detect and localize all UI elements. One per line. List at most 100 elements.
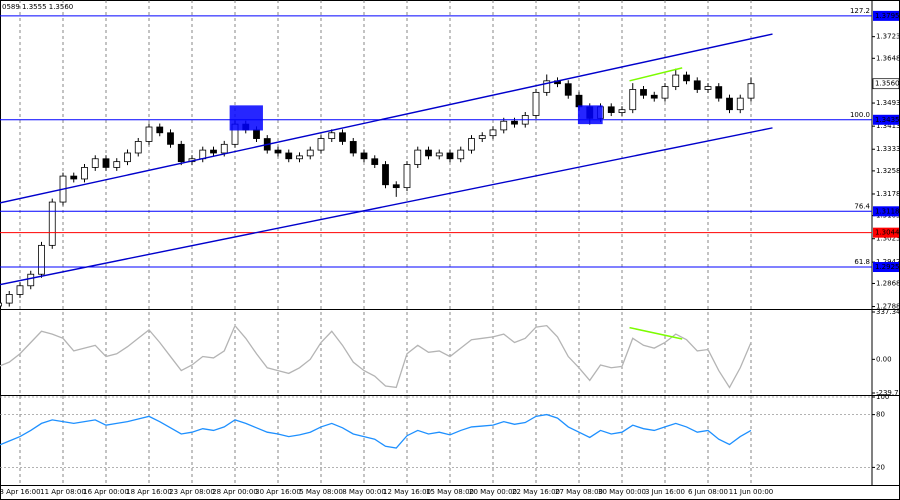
trend-line (629, 326, 683, 340)
header-text: 0589 1.3555 1.3560 (2, 3, 73, 11)
candle-body (124, 152, 131, 163)
x-tick-label: 3 Jun 16:00 (645, 488, 685, 496)
x-tick-label: 18 Apr 16:00 (126, 488, 172, 496)
candle-body (607, 106, 615, 113)
candle-body (371, 158, 379, 165)
candle-body (134, 141, 142, 154)
price-label-box (873, 114, 899, 125)
candle-body (16, 285, 24, 295)
candle-body (285, 152, 293, 160)
candle-body (425, 149, 432, 157)
candle-body (693, 80, 701, 90)
y-tick-label: 1.2868 (876, 279, 900, 287)
candle-body (543, 80, 551, 93)
candle-body (640, 89, 647, 96)
candle-body (478, 135, 486, 139)
y-tick-label: 337.3422 (876, 308, 900, 316)
y-tick-label: 80 (876, 411, 885, 419)
fib-label: 76.4 (854, 202, 870, 210)
candle-body (564, 83, 572, 96)
y-tick-label: 1.3413 (876, 122, 900, 130)
last-price-label: 1.3560 (875, 80, 900, 88)
indicator-line (0, 413, 752, 449)
candle-body (274, 149, 282, 154)
x-tick-label: 22 May 16:00 (512, 488, 560, 496)
channel-line (0, 33, 773, 204)
x-tick-label: 8 Apr 16:00 (0, 488, 41, 496)
candle-body (726, 97, 733, 111)
x-tick-label: 6 Jun 08:00 (688, 488, 728, 496)
price-label-box (873, 206, 899, 217)
candle-body (177, 143, 185, 163)
y-tick-label: 1.3333 (876, 145, 900, 153)
x-tick-label: 11 Apr 08:00 (40, 488, 86, 496)
y-tick-label: 100 (876, 393, 889, 401)
fib-label: 100.0 (850, 111, 870, 119)
candle-body (715, 86, 723, 99)
x-tick-label: 30 Apr 16:00 (255, 488, 301, 496)
candle-body (253, 129, 260, 139)
price-label: 1.2925 (875, 263, 900, 271)
candle-body (435, 152, 443, 157)
candle-body (468, 138, 475, 151)
x-tick-label: 28 Apr 00:00 (212, 488, 258, 496)
fib-label: 127.2 (850, 7, 870, 15)
candle-body (457, 149, 465, 160)
x-tick-label: 12 May 16:00 (383, 488, 431, 496)
candle-body (91, 158, 99, 168)
y-tick-label: 1.3648 (876, 54, 900, 62)
candle-body (403, 164, 411, 189)
candle-body (532, 91, 540, 116)
candle-body (392, 184, 400, 189)
candle-body (156, 126, 164, 134)
candle-body (48, 201, 56, 246)
y-tick-label: 1.3258 (876, 167, 900, 175)
candle-body (38, 244, 45, 275)
candle-body (382, 164, 389, 186)
candle-body (414, 149, 422, 165)
channel-line (0, 127, 773, 286)
candle-body (306, 149, 314, 157)
candle-body (704, 86, 712, 90)
price-label: 1.3044 (875, 229, 900, 237)
x-tick-label: 5 May 08:00 (299, 488, 343, 496)
candle-body (296, 155, 303, 160)
fib-label: 61.8 (854, 258, 870, 266)
candle-body (220, 143, 228, 154)
y-tick-label: 1.3723 (876, 33, 900, 41)
candle-body (328, 132, 336, 139)
x-tick-label: 11 Jun 00:00 (729, 488, 773, 496)
zone (577, 105, 603, 125)
x-tick-label: 23 Apr 08:00 (169, 488, 215, 496)
candle-body (360, 152, 368, 160)
candle-body (70, 175, 78, 180)
y-tick-label: 1.3493 (876, 99, 900, 107)
candle-body (317, 138, 325, 151)
price-label: 1.3435 (875, 116, 900, 124)
price-label: 1.3118 (875, 207, 900, 215)
candle-body (500, 120, 508, 131)
candle-body (650, 94, 658, 99)
y-tick-label: 1.2788 (876, 303, 900, 311)
candle-body (511, 120, 518, 125)
y-tick-label: 20 (876, 463, 885, 471)
x-tick-label: 16 Apr 00:00 (83, 488, 129, 496)
zone (229, 105, 263, 131)
candle-body (81, 167, 88, 180)
candle-body (736, 97, 744, 111)
candle-body (349, 141, 357, 154)
x-tick-label: 20 May 00:00 (469, 488, 517, 496)
last-price-box (872, 78, 900, 90)
price-label-box (873, 10, 899, 21)
candle-body (489, 129, 497, 137)
y-tick-label: 1.3023 (876, 235, 900, 243)
x-tick-label: 30 May 00:00 (598, 488, 646, 496)
candle-body (167, 132, 174, 145)
candle-body (27, 273, 35, 287)
indicator-line (0, 324, 752, 389)
candle-body (629, 89, 637, 111)
candle-body (102, 158, 110, 168)
